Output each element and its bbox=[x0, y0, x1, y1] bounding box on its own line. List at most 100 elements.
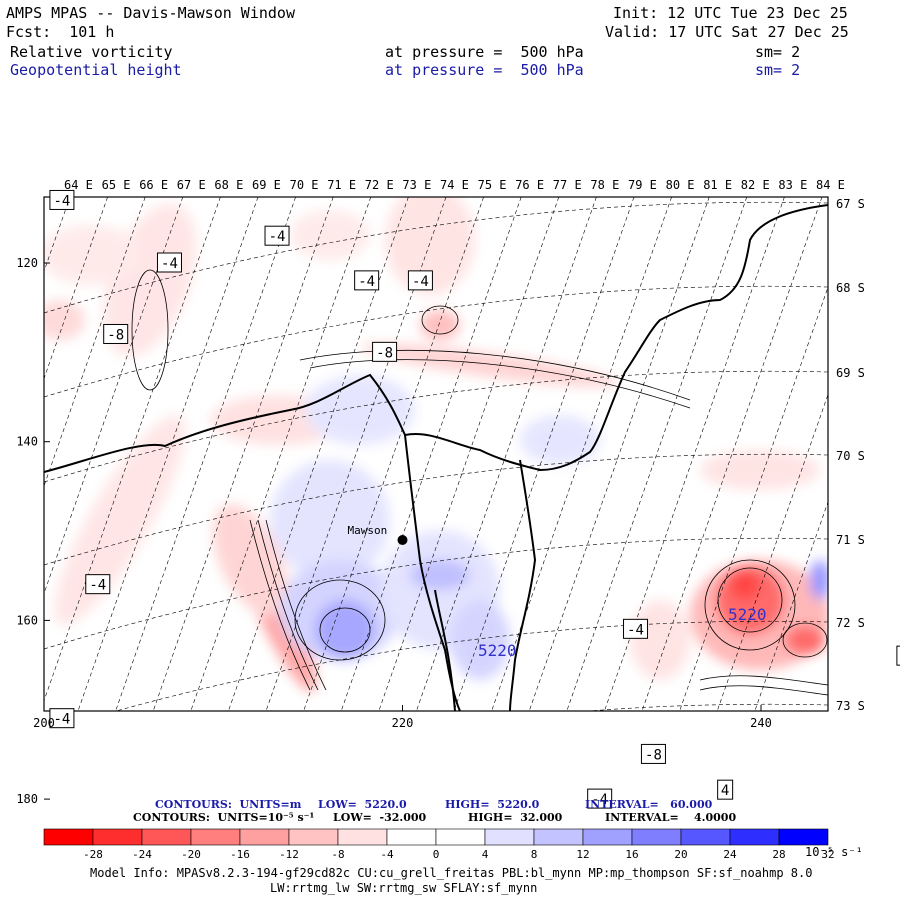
svg-text:-8: -8 bbox=[645, 747, 662, 763]
longitude-labels: 64 E 65 E 66 E 67 E 68 E 69 E 70 E 71 E 72 E 73 E… bbox=[64, 178, 845, 192]
height-label: 5220 bbox=[728, 605, 767, 624]
svg-text:-8: -8 bbox=[107, 327, 124, 343]
vorticity-label: -4 bbox=[49, 708, 75, 729]
longitude-label: 81 E bbox=[703, 178, 732, 192]
height-contour-low: LOW= 5220.0 bbox=[318, 798, 407, 811]
svg-text:-4: -4 bbox=[627, 622, 644, 638]
vorticity-label: -4 bbox=[587, 788, 613, 809]
x-tick-label: 220 bbox=[392, 716, 414, 730]
latitude-label: 71 S bbox=[836, 533, 865, 547]
vorticity-label: 4 bbox=[717, 779, 734, 800]
vorticity-label: -4 bbox=[264, 225, 290, 246]
field2-smoothing: sm= 2 bbox=[755, 61, 801, 79]
vorticity-label: -4 bbox=[354, 270, 380, 291]
parallel-line bbox=[44, 285, 828, 398]
colorbar-tick-label: 8 bbox=[531, 848, 538, 861]
colorbar-swatch bbox=[337, 828, 388, 846]
colorbar-swatch bbox=[729, 828, 780, 846]
vorticity-contours bbox=[131, 269, 828, 696]
height-contour-interval: INTERVAL= 60.000 bbox=[585, 798, 713, 811]
station-marker bbox=[397, 534, 408, 545]
vorticity-contour-interval: INTERVAL= 4.0000 bbox=[605, 811, 737, 824]
vorticity-label: -4 bbox=[623, 618, 649, 639]
colorbar-swatch bbox=[484, 828, 535, 846]
colorbar-tick-label: 32 bbox=[821, 848, 834, 861]
colorbar-swatch bbox=[680, 828, 731, 846]
colorbar-tick-label: -8 bbox=[331, 848, 344, 861]
colorbar-swatch bbox=[190, 828, 241, 846]
colorbar-swatch bbox=[533, 828, 584, 846]
longitude-label: 82 E bbox=[741, 178, 770, 192]
height-label: 5220 bbox=[478, 641, 517, 660]
longitude-label: 74 E bbox=[440, 178, 469, 192]
colorbar-swatch bbox=[631, 828, 682, 846]
field1-level: at pressure = 500 hPa bbox=[385, 43, 584, 61]
longitude-label: 64 E bbox=[64, 178, 93, 192]
model-info-line1: Model Info: MPASv8.2.3-194-gf29cd82c CU:… bbox=[90, 866, 813, 880]
colorbar-tick-label: 24 bbox=[723, 848, 737, 861]
vorticity-contour-labels: -4-4-4-4-4-8-8-4-8-4-488-844-48-44-48-44… bbox=[49, 189, 900, 809]
latitude-label: 72 S bbox=[836, 616, 865, 630]
y-tick-label: 180 bbox=[16, 792, 38, 806]
colorbar: -28 -24 -20 -16 -12 -8 -4 0 4 8 12 16 20 24 28 32 bbox=[43, 828, 835, 861]
colorbar-tick-label: 28 bbox=[772, 848, 785, 861]
latitude-label: 67 S bbox=[836, 197, 865, 211]
init-time: Init: 12 UTC Tue 23 Dec 25 bbox=[613, 4, 848, 22]
station-markers: MawsonDavisWHPZhongshanG3 bbox=[348, 524, 408, 545]
latitude-labels: 67 S 68 S 69 S 70 S 71 S 72 S 73 S bbox=[836, 197, 865, 713]
field1-smoothing: sm= 2 bbox=[755, 43, 801, 61]
y-grid-ticks: 120 140 160 180 bbox=[16, 256, 50, 806]
x-grid-ticks: 200220240260280300320 bbox=[33, 705, 772, 730]
forecast-hour: Fcst: 101 h bbox=[6, 23, 115, 41]
colorbar-tick-label: -16 bbox=[230, 848, 250, 861]
parallel-line bbox=[44, 370, 828, 483]
vorticity-label: -8 bbox=[640, 743, 666, 764]
y-tick-label: 160 bbox=[16, 613, 38, 627]
colorbar-swatch bbox=[386, 828, 437, 846]
colorbar-tick-label: 4 bbox=[482, 848, 489, 861]
parallel-line bbox=[44, 537, 828, 650]
station-label: Mawson bbox=[348, 524, 388, 537]
longitude-label: 69 E bbox=[252, 178, 281, 192]
height-contour-units: CONTOURS: UNITS=m bbox=[155, 798, 302, 811]
longitude-label: 71 E bbox=[327, 178, 356, 192]
longitude-label: 80 E bbox=[666, 178, 695, 192]
shaded-field bbox=[44, 197, 828, 692]
colorbar-tick-label: 20 bbox=[674, 848, 687, 861]
colorbar-tick-label: 0 bbox=[433, 848, 440, 861]
longitude-label: 65 E bbox=[102, 178, 131, 192]
colorbar-tick-label: -4 bbox=[380, 848, 394, 861]
colorbar-tick-label: -20 bbox=[181, 848, 201, 861]
longitude-label: 83 E bbox=[778, 178, 807, 192]
longitude-label: 66 E bbox=[139, 178, 168, 192]
svg-text:-4: -4 bbox=[591, 792, 608, 808]
model-info-line2: LW:rrtmg_lw SW:rrtmg_sw SFLAY:sf_mynn bbox=[270, 881, 538, 895]
vorticity-label: -4 bbox=[156, 252, 182, 273]
parallel-line bbox=[584, 703, 828, 711]
colorbar-tick-label: -24 bbox=[132, 848, 152, 861]
map-title: AMPS MPAS -- Davis-Mawson Window bbox=[6, 4, 295, 22]
parallel-line bbox=[115, 620, 828, 711]
colorbar-tick-label: -28 bbox=[83, 848, 103, 861]
vorticity-label: 8 bbox=[896, 645, 900, 666]
latitude-label: 73 S bbox=[836, 699, 865, 713]
field2-name: Geopotential height bbox=[10, 61, 182, 79]
vorticity-contour-low: LOW= -32.000 bbox=[333, 811, 427, 824]
y-tick-label: 140 bbox=[16, 435, 38, 449]
colorbar-swatch bbox=[141, 828, 192, 846]
height-contour-labels: 5220 5220 bbox=[478, 605, 767, 660]
latitude-label: 69 S bbox=[836, 366, 865, 380]
valid-time: Valid: 17 UTC Sat 27 Dec 25 bbox=[605, 23, 849, 41]
colorbar-swatch bbox=[435, 828, 486, 846]
longitude-label: 68 E bbox=[214, 178, 243, 192]
longitude-label: 84 E bbox=[816, 178, 845, 192]
parallel-line bbox=[44, 453, 828, 566]
height-contour-high: HIGH= 5220.0 bbox=[445, 798, 540, 811]
svg-text:-4: -4 bbox=[89, 578, 106, 594]
x-tick-label: 240 bbox=[750, 716, 772, 730]
colorbar-swatch bbox=[239, 828, 290, 846]
colorbar-tick-label: 12 bbox=[576, 848, 589, 861]
y-tick-label: 120 bbox=[16, 256, 38, 270]
longitude-label: 77 E bbox=[553, 178, 582, 192]
